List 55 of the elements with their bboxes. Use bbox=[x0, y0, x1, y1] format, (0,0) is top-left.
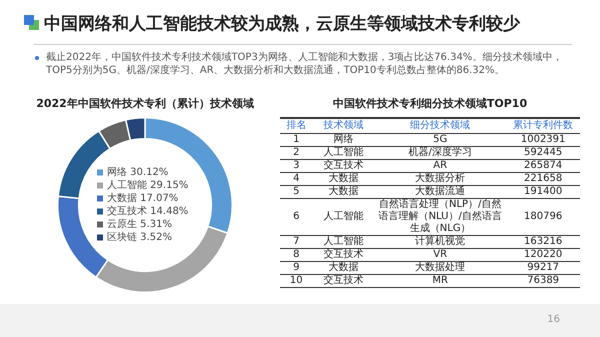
text: 自然语言处理（NLP）/自然语言理解（NLU）/自然语言生成（NLG） bbox=[378, 199, 502, 234]
category-label: 累计专利件数 bbox=[506, 118, 580, 134]
text: 7 bbox=[293, 236, 300, 247]
text: 交互技术 bbox=[323, 275, 364, 286]
text: 人工智能 bbox=[323, 236, 364, 247]
text: 3 bbox=[293, 160, 300, 171]
text: 191400 bbox=[524, 186, 562, 197]
text: 120220 bbox=[524, 249, 562, 260]
text: 机器/深度学习 bbox=[408, 147, 472, 158]
text: VR bbox=[433, 249, 448, 260]
text: 1002391 bbox=[520, 134, 566, 145]
text: 人工智能 bbox=[323, 211, 364, 222]
legend-label: 区块链 3.52% bbox=[107, 231, 172, 244]
text: 4 bbox=[293, 173, 300, 184]
text: 5 bbox=[293, 186, 300, 197]
text: 交互技术 bbox=[323, 249, 364, 260]
text: 大数据处理 bbox=[415, 262, 466, 273]
text: 5G bbox=[433, 134, 448, 145]
text: 2 bbox=[293, 147, 300, 158]
text: 221658 bbox=[524, 173, 562, 184]
text: 1 bbox=[293, 134, 300, 145]
text: 16 bbox=[547, 314, 560, 325]
text: 大数据 bbox=[328, 262, 358, 273]
text: AR bbox=[433, 160, 448, 171]
text: 9 bbox=[293, 262, 300, 273]
text: 180796 bbox=[524, 211, 562, 222]
chart-title: 2022年中国软件技术专利（累计）技术领域 bbox=[35, 96, 255, 111]
text: 网络 bbox=[333, 134, 354, 145]
text: 8 bbox=[293, 249, 300, 260]
text: 中国网络和人工智能技术较为成熟，云原生等领域技术专利较少 bbox=[44, 13, 520, 35]
text: 6 bbox=[293, 211, 300, 222]
legend-label: 网络 30.12% bbox=[107, 166, 168, 178]
legend-label: 云原生 5.31% bbox=[107, 218, 172, 230]
text: 大数据流通 bbox=[415, 186, 466, 197]
legend-label: 大数据 17.07% bbox=[107, 192, 178, 204]
legend-label: 人工智能 29.15% bbox=[107, 179, 188, 192]
text: 计算机视觉 bbox=[415, 236, 466, 247]
text: 截止2022年，中国软件技术专利技术领域TOP3为网络、人工智能和大数据，3项占比达76.34%。细分技术领域中， TOP5分别为5G、机器/深度学习、AR、大数据分析和大数据流通，TOP10专利总数占整体的86.32%。 bbox=[46, 52, 562, 76]
text: 76389 bbox=[527, 275, 560, 286]
category-label: 排名 bbox=[280, 118, 313, 134]
text: 人工智能 bbox=[323, 147, 364, 158]
category-label: 细分技术领域 bbox=[374, 118, 506, 134]
text: 交互技术 bbox=[323, 160, 364, 171]
text: 163216 bbox=[524, 236, 562, 247]
text: MR bbox=[432, 275, 448, 286]
text: 中国软件技术专利细分技术领域TOP10 bbox=[332, 96, 528, 111]
text: 592445 bbox=[524, 147, 562, 158]
legend-label: 交互技术 14.48% bbox=[107, 205, 188, 218]
text: 99217 bbox=[527, 262, 560, 273]
text: 265874 bbox=[524, 160, 562, 171]
text: 10 bbox=[290, 275, 303, 286]
text: 大数据 bbox=[328, 186, 358, 197]
text: 大数据分析 bbox=[415, 173, 466, 184]
category-label: 技术领域 bbox=[312, 118, 374, 134]
text: 大数据 bbox=[328, 173, 358, 184]
